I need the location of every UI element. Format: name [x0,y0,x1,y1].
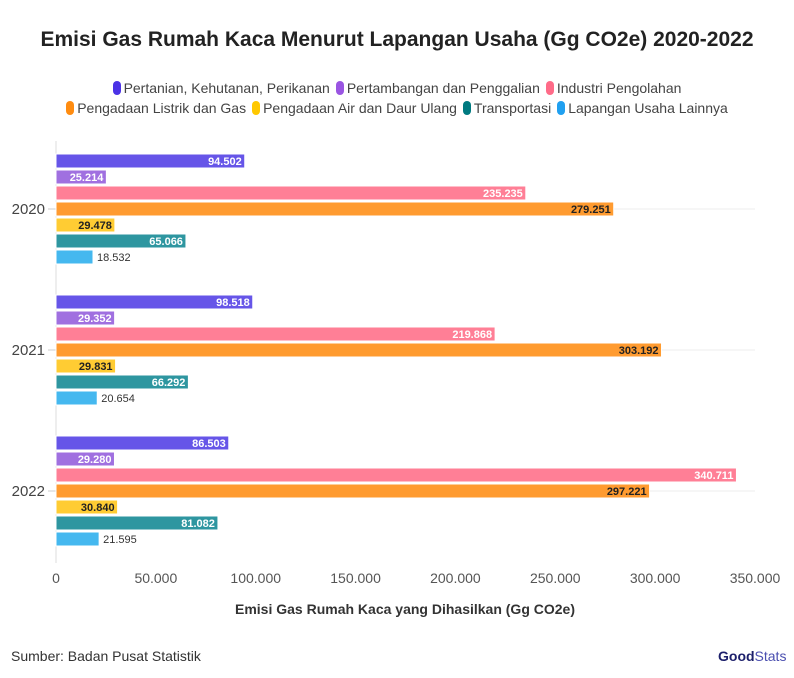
x-tick-label: 300.000 [630,570,681,586]
data-label: 29.478 [78,220,112,232]
bar [55,169,107,185]
x-tick-label: 250.000 [530,570,581,586]
bar [55,294,254,310]
data-label: 18.532 [97,252,131,264]
data-label: 65.066 [149,236,183,248]
bar [55,499,119,515]
chart-title: Emisi Gas Rumah Kaca Menurut Lapangan Us… [40,28,754,51]
legend-row-1: Pertanian, Kehutanan, Perikanan Pertamban… [0,80,794,98]
plot-area: 2020 2021 2022 0 50.000 100.000 150.000 200.000… [12,141,781,617]
bar [55,326,496,342]
data-label: 21.595 [103,534,137,546]
goodstats-logo: GoodStats [718,648,786,664]
legend-label: Pertambangan dan Penggalian [346,80,540,96]
legend-row-2: Pengadaan Listrik dan Gas Pengadaan Air d… [0,100,794,118]
legend-swatch [252,101,261,115]
bar [55,467,737,483]
data-label: 29.831 [79,361,113,373]
bar [55,531,100,547]
data-label: 29.280 [78,454,112,466]
bar [55,374,189,390]
data-label: 303.192 [619,345,659,357]
legend-label: Industri Pengolahan [556,80,682,96]
bar [55,201,615,217]
legend-label: Pengadaan Air dan Daur Ulang [263,100,457,116]
bar [55,515,219,531]
bar [55,233,187,249]
data-label: 86.503 [192,438,226,450]
x-tick-label: 0 [52,570,60,586]
bar [55,358,117,374]
legend-item[interactable]: Lapangan Usaha Lainnya [557,100,728,116]
bar [55,310,116,326]
legend-item[interactable]: Industri Pengolahan [545,80,682,96]
data-label: 25.214 [70,172,105,184]
source-note: Sumber: Badan Pusat Statistik [11,648,201,664]
data-label: 340.711 [694,470,733,482]
legend-item[interactable]: Pertanian, Kehutanan, Perikanan [112,80,330,96]
legend-item[interactable]: Pertambangan dan Penggalian [335,80,540,96]
legend-swatch [557,101,566,115]
legend-swatch [462,101,471,115]
bar [55,153,246,169]
data-label: 30.840 [81,502,115,514]
legend-label: Lapangan Usaha Lainnya [568,100,728,116]
legend-label: Transportasi [473,100,552,116]
legend-item[interactable]: Pengadaan Listrik dan Gas [66,100,246,116]
bar [55,185,527,201]
legend-swatch [112,81,121,95]
bar [55,451,115,467]
y-tick-label: 2022 [12,483,45,500]
bar [55,435,230,451]
data-label: 29.352 [78,313,112,325]
logo-bold: Good [718,648,755,664]
x-tick-label: 350.000 [730,570,781,586]
bar [55,483,651,499]
data-label: 297.221 [607,486,647,498]
bar [55,217,116,233]
x-tick-label: 100.000 [230,570,281,586]
logo-light: Stats [754,648,787,664]
data-label: 20.654 [101,393,135,405]
x-tick-label: 200.000 [430,570,481,586]
legend-swatch [335,81,344,95]
legend-label: Pertanian, Kehutanan, Perikanan [123,80,330,96]
legend-swatch [66,101,75,115]
y-tick-label: 2021 [12,342,45,359]
bar [55,249,94,265]
x-tick-label: 50.000 [134,570,177,586]
data-label: 235.235 [483,188,523,200]
x-axis-label: Emisi Gas Rumah Kaca yang Dihasilkan (Gg… [235,601,575,617]
data-label: 66.292 [152,377,186,389]
legend-item[interactable]: Transportasi [462,100,552,116]
data-label: 219.868 [452,329,492,341]
data-label: 94.502 [208,156,242,168]
data-label: 98.518 [216,297,250,309]
data-label: 279.251 [571,204,611,216]
legend-item[interactable]: Pengadaan Air dan Daur Ulang [252,100,457,116]
x-tick-label: 150.000 [330,570,381,586]
bar [55,390,98,406]
data-label: 81.082 [181,518,215,530]
legend-swatch [545,81,554,95]
y-tick-label: 2020 [12,201,45,218]
legend-label: Pengadaan Listrik dan Gas [77,100,247,116]
bar [55,342,663,358]
